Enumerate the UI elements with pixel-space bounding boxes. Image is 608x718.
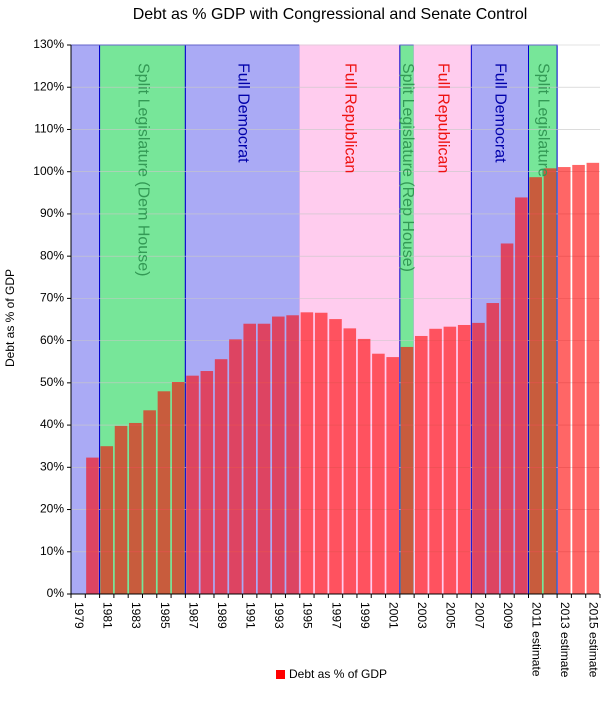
bar <box>143 410 156 594</box>
bar <box>443 326 457 594</box>
y-tick-label: 70% <box>40 291 64 305</box>
bar <box>572 164 585 595</box>
bar <box>357 338 371 594</box>
x-tick-label: 1997 <box>329 602 343 629</box>
x-tick-label: 1995 <box>301 602 315 629</box>
x-tick-label: 2007 <box>472 602 486 629</box>
x-tick-label: 1985 <box>158 602 172 629</box>
bar <box>100 446 114 594</box>
legend-swatch <box>276 669 285 679</box>
bar <box>214 359 228 594</box>
bar <box>457 324 471 594</box>
control-period-label: Split Legislature <box>535 63 552 177</box>
x-tick-label: 1991 <box>244 602 258 629</box>
control-period-label: Split Legislature (Dem House) <box>134 63 151 276</box>
bar <box>543 168 557 594</box>
bar <box>200 371 214 594</box>
x-tick-label: 2011 estimate <box>529 602 543 677</box>
y-tick-label: 90% <box>40 206 64 220</box>
bar <box>429 328 442 594</box>
bar <box>472 322 485 594</box>
bar <box>486 303 500 594</box>
x-tick-label: 1981 <box>101 602 115 629</box>
y-tick-label: 0% <box>47 586 65 600</box>
x-tick-label: 1987 <box>186 602 200 629</box>
bar <box>129 422 142 594</box>
control-period-label: Full Republican <box>342 63 359 173</box>
bar <box>586 162 600 594</box>
legend-label: Debt as % of GDP <box>289 667 388 681</box>
y-tick-label: 10% <box>40 544 64 558</box>
y-tick-label: 100% <box>33 164 64 178</box>
bar <box>86 457 99 594</box>
control-period-label: Split Legislature (Rep House) <box>399 63 416 272</box>
bar <box>186 375 199 594</box>
y-tick-label: 110% <box>34 122 64 136</box>
y-tick-label: 130% <box>33 37 64 51</box>
x-tick-label: 1999 <box>358 602 372 629</box>
x-tick-label: 1979 <box>72 602 86 629</box>
bar <box>372 353 385 594</box>
x-tick-label: 1989 <box>215 602 229 629</box>
bar <box>171 382 185 594</box>
x-tick-label: 2015 estimate <box>587 602 601 678</box>
bar <box>272 316 285 594</box>
bar <box>386 357 399 594</box>
y-axis-label: Debt as % of GDP <box>3 269 17 367</box>
x-tick-label: 1983 <box>129 602 143 629</box>
y-tick-label: 60% <box>40 333 64 347</box>
control-period-label: Full Democrat <box>492 63 509 163</box>
bar <box>529 177 542 594</box>
bar <box>314 312 328 594</box>
bar <box>329 319 342 594</box>
bar <box>400 346 414 594</box>
bar <box>414 335 428 594</box>
y-tick-label: 80% <box>40 248 64 262</box>
x-tick-label: 1993 <box>272 602 286 629</box>
bar <box>557 167 571 594</box>
bar <box>257 323 271 594</box>
x-tick-label: 2003 <box>415 602 429 629</box>
legend: Debt as % of GDP <box>276 667 387 681</box>
x-tick-label: 2009 <box>501 602 515 629</box>
bar <box>515 197 528 595</box>
bar <box>343 328 357 594</box>
bar <box>229 339 242 594</box>
x-tick-label: 2001 <box>387 602 401 629</box>
y-tick-label: 30% <box>40 459 64 473</box>
y-tick-label: 50% <box>40 375 64 389</box>
control-period-label: Full Democrat <box>234 63 251 163</box>
bar <box>500 243 514 594</box>
x-tick-label: 2013 estimate <box>558 602 572 678</box>
bar <box>243 323 257 594</box>
bar <box>300 312 314 594</box>
bar <box>157 391 171 594</box>
y-tick-label: 120% <box>33 79 64 93</box>
y-tick-label: 20% <box>40 502 64 516</box>
control-period-label: Full Republican <box>434 63 451 173</box>
y-tick-label: 40% <box>40 417 64 431</box>
bar <box>286 315 299 594</box>
chart-title: Debt as % GDP with Congressional and Sen… <box>132 6 528 23</box>
x-tick-label: 2005 <box>444 602 458 629</box>
bar <box>114 425 128 594</box>
